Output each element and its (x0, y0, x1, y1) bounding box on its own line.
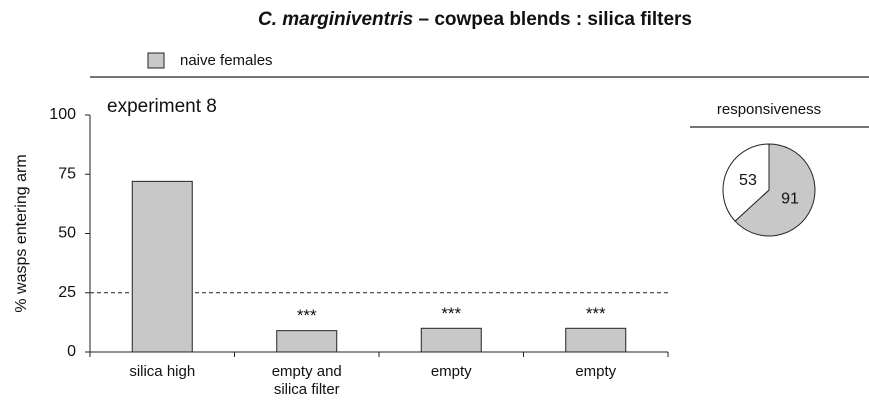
chart-title: C. marginiventris – cowpea blends : sili… (258, 9, 692, 30)
y-tick-label: 100 (49, 106, 76, 123)
y-tick-label: 0 (67, 343, 76, 360)
pie-title: responsiveness (717, 101, 821, 118)
bar (131, 180, 193, 353)
y-axis-label: % wasps entering arm (13, 154, 30, 312)
significance-label: *** (586, 304, 606, 323)
legend-label: naive females (180, 52, 273, 69)
significance-label: *** (441, 304, 461, 323)
pie-label: 53 (739, 172, 757, 189)
pie-slice (734, 143, 816, 237)
bar (276, 330, 338, 353)
bar (420, 327, 482, 353)
significance-label: *** (297, 306, 317, 325)
annotation: experiment 8 (107, 96, 217, 117)
title-species: C. marginiventris (258, 9, 413, 30)
y-tick-label: 50 (58, 225, 76, 242)
bar (565, 327, 627, 353)
title-rest: – cowpea blends : silica filters (419, 9, 693, 30)
y-tick-label: 75 (58, 165, 76, 182)
x-tick-label: empty (575, 363, 616, 380)
pie-slice (722, 143, 770, 222)
x-tick-label: empty (431, 363, 472, 380)
pie-label: 91 (781, 190, 799, 207)
x-tick-label: empty and silica filter (272, 363, 342, 398)
legend-swatch (147, 52, 165, 69)
y-tick-label: 25 (58, 284, 76, 301)
x-tick-label: silica high (129, 363, 195, 380)
